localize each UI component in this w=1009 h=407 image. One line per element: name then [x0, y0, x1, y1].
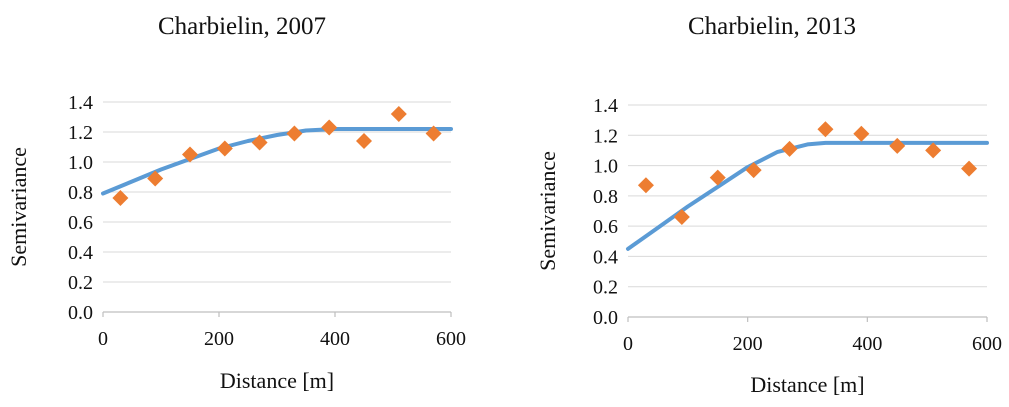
x-axis-label: Distance [m]	[220, 368, 334, 393]
x-tick-label: 200	[733, 333, 763, 355]
y-tick-label: 0.2	[593, 277, 618, 299]
data-point	[961, 160, 978, 177]
x-tick-label: 400	[852, 333, 882, 355]
y-tick-label: 1.0	[593, 156, 618, 178]
y-axis-label: Semivariance	[535, 151, 560, 271]
data-point	[781, 140, 798, 157]
x-axis-label: Distance [m]	[750, 372, 864, 397]
y-tick-label: 0.2	[68, 272, 93, 294]
data-point	[286, 125, 303, 142]
data-point	[390, 106, 407, 122]
y-tick-label: 0.0	[593, 307, 618, 329]
data-point	[182, 146, 198, 163]
data-point	[321, 119, 338, 136]
data-point	[853, 125, 870, 142]
x-tick-label: 400	[320, 328, 350, 350]
data-point	[709, 169, 726, 186]
y-tick-label: 1.4	[593, 95, 618, 117]
data-point	[251, 134, 268, 151]
data-point	[817, 121, 834, 138]
chart-panel-2013: Charbielin, 2013 0.0 0.2 0.4 0.6 0.8 1.0 1.2 1.4…	[505, 0, 1009, 402]
data-point	[112, 190, 129, 206]
data-point	[673, 209, 690, 226]
y-tick-label: 0.4	[68, 242, 93, 264]
y-tick-label: 1.0	[68, 152, 93, 174]
data-point	[925, 142, 942, 159]
data-point	[637, 177, 654, 194]
chart-title: Charbielin, 2013	[688, 13, 856, 40]
data-point	[745, 162, 762, 179]
y-tick-label: 1.2	[68, 122, 93, 144]
y-tick-label: 0.6	[593, 216, 618, 238]
chart-panel-2007: Charbielin, 2007 0.0 0.2 0.4 0.6 0.8 1.0 1.2 1.4…	[0, 0, 500, 402]
y-tick-label: 0.6	[68, 212, 93, 234]
data-point	[216, 140, 233, 157]
semivariogram-chart-2013: Charbielin, 2013 0.0 0.2 0.4 0.6 0.8 1.0 1.2 1.4…	[535, 13, 1002, 397]
x-tick-label: 0	[623, 333, 633, 355]
data-point	[425, 125, 442, 142]
y-tick-label: 0.4	[593, 246, 618, 268]
fitted-model-line	[101, 127, 453, 196]
y-tick-label: 0.0	[68, 302, 93, 324]
y-tick-label: 1.4	[68, 92, 93, 114]
x-tick-label: 600	[436, 328, 466, 350]
y-tick-label: 1.2	[593, 125, 618, 147]
x-tick-label: 600	[972, 333, 1002, 355]
data-point	[889, 137, 906, 154]
y-tick-label: 0.8	[68, 182, 93, 204]
semivariogram-chart-2007: Charbielin, 2007 0.0 0.2 0.4 0.6 0.8 1.0 1.2 1.4…	[6, 13, 466, 393]
y-axis-label: Semivariance	[6, 147, 31, 267]
y-tick-label: 0.8	[593, 186, 618, 208]
data-point	[147, 170, 164, 187]
x-tick-label: 0	[98, 328, 108, 350]
x-tick-label: 200	[204, 328, 234, 350]
data-point	[356, 133, 372, 149]
chart-title: Charbielin, 2007	[158, 13, 326, 40]
